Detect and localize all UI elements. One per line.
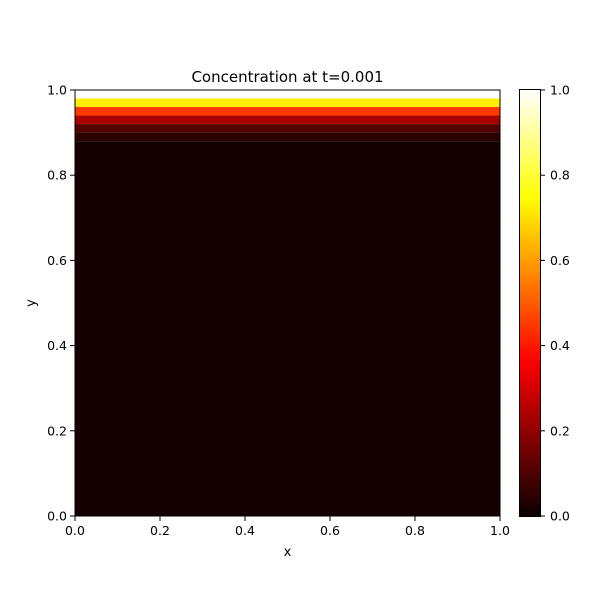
x-tick-label: 0.6 [320,523,340,538]
x-tick-label: 0.0 [65,523,85,538]
plot-frame [74,89,501,517]
colorbar-tick-label: 0.0 [550,509,570,524]
colorbar [519,89,541,517]
y-tick-label: 0.6 [47,253,67,268]
colorbar-tick-label: 0.8 [550,168,570,183]
colorbar-tick-label: 1.0 [550,83,570,98]
heatmap-cell-row-0 [75,90,500,99]
colorbar-tick-label: 0.4 [550,338,570,353]
y-tick-label: 1.0 [47,83,67,98]
x-tick-label: 0.8 [405,523,425,538]
x-axis: 0.0 0.2 0.4 0.6 0.8 1.0 [65,516,510,538]
y-tick-label: 0.0 [47,509,67,524]
y-tick-label: 0.2 [47,423,67,438]
x-axis-label: x [284,545,292,560]
heatmap-cell-row-4 [75,124,500,133]
x-tick-label: 0.2 [150,523,170,538]
heatmap-cell-row-3 [75,115,500,125]
y-axis: 0.0 0.2 0.4 0.6 0.8 1.0 [47,83,75,524]
chart-title: Concentration at t=0.001 [191,68,383,86]
heatmap-cells [75,90,500,516]
colorbar-tick-label: 0.2 [550,423,570,438]
heatmap-cell-row-6 [75,141,500,516]
x-tick-label: 1.0 [490,523,510,538]
y-tick-label: 0.8 [47,168,67,183]
heatmap-cell-row-1 [75,98,500,108]
colorbar-tick-label: 0.6 [550,253,570,268]
y-tick-label: 0.4 [47,338,67,353]
x-tick-label: 0.4 [235,523,255,538]
y-axis-label: y [24,299,39,307]
colorbar-axis: 0.0 0.2 0.4 0.6 0.8 1.0 [540,83,570,524]
heatmap-cell-row-2 [75,107,500,116]
heatmap-cell-row-5 [75,132,500,142]
